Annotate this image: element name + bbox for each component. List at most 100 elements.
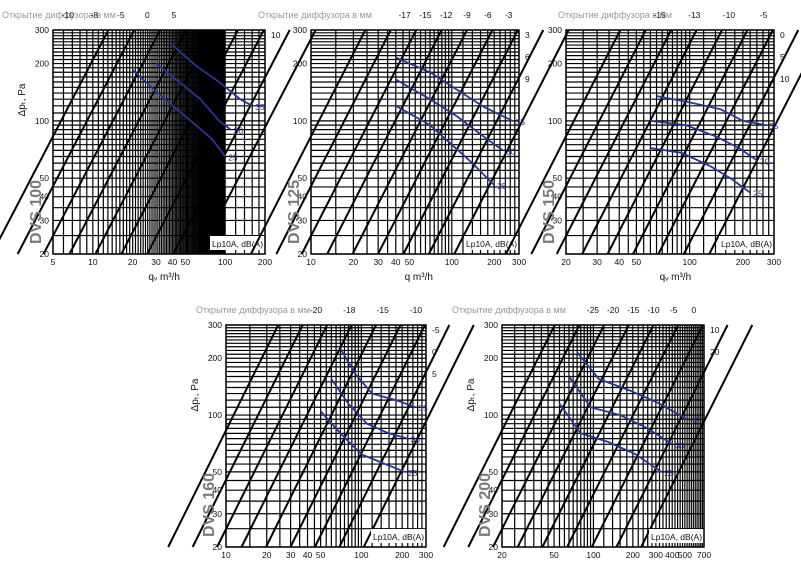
noise-curve-30 (650, 120, 758, 162)
x-tick-label: 20 (561, 257, 571, 267)
opening-top-label: -3 (505, 10, 513, 20)
opening-curve (68, 29, 187, 255)
x-tick-label: 30 (151, 257, 161, 267)
opening-top-label: -15 (627, 305, 640, 315)
x-tick-label: 20 (349, 257, 359, 267)
y-tick-label: 100 (484, 410, 498, 420)
opening-curve (657, 29, 774, 255)
level-label: Lp10A, dB(A) (721, 239, 772, 249)
opening-top-label: 5 (171, 10, 176, 20)
opening-curve (275, 29, 392, 255)
x-tick-label: 300 (767, 257, 781, 267)
opening-top-label: -10 (62, 10, 75, 20)
x-tick-label: 50 (405, 257, 415, 267)
noise-label: 25 (664, 468, 674, 478)
opening-top-label: -18 (343, 305, 356, 315)
opening-curve (167, 324, 280, 548)
opening-curve (265, 324, 377, 548)
panel-dvs100: Открытие диффузора в мм-10 -8 -5 0 5 10 35 30 25… (0, 10, 317, 283)
opening-curve (453, 29, 570, 255)
x-tick-label: 10 (306, 257, 316, 267)
x-tick-label: 200 (258, 257, 272, 267)
x-tick-label: 50 (316, 550, 326, 560)
opening-curve (505, 29, 622, 255)
opening-right-label: 3 (525, 30, 530, 40)
noise-curve-35 (339, 348, 416, 409)
opening-curve (351, 29, 468, 255)
opening-top-label: -25 (587, 305, 600, 315)
x-tick-label: 200 (736, 257, 750, 267)
level-label: Lp10A, dB(A) (466, 239, 517, 249)
x-tick-label: 20 (262, 550, 272, 560)
x-tick-label: 200 (626, 550, 640, 560)
header-text: Открытие диффузора в мм (558, 10, 672, 20)
noise-curve-35 (395, 56, 513, 122)
opening-curve (541, 324, 655, 548)
level-label: Lp10A, dB(A) (212, 239, 263, 249)
x-tick-label: 10 (88, 257, 98, 267)
opening-curve (402, 29, 519, 255)
opening-top-label: -5 (760, 10, 768, 20)
noise-label: 30 (675, 440, 685, 450)
y-axis-label: Δpₜ, Pa (466, 378, 477, 411)
x-tick-label: 300 (649, 550, 663, 560)
y-tick-label: 50 (489, 467, 499, 477)
opening-curve (516, 324, 630, 548)
header-text: Открытие диффузора в мм (2, 10, 116, 20)
opening-top-label: -12 (440, 10, 453, 20)
noise-label: 25 (497, 181, 507, 191)
level-label-bg (649, 529, 703, 543)
opening-curve (362, 324, 475, 548)
x-axis-label: q m³/h (405, 272, 433, 283)
y-tick-label: 100 (35, 116, 49, 126)
y-tick-label: 200 (293, 59, 307, 69)
opening-top-label: -15 (653, 10, 666, 20)
x-tick-label: 100 (683, 257, 697, 267)
plot-frame (310, 29, 520, 255)
y-tick-label: 20 (40, 249, 50, 259)
noise-label: 25 (408, 468, 418, 478)
opening-curve (216, 324, 329, 548)
y-tick-label: 30 (298, 215, 308, 225)
x-tick-label: 30 (592, 257, 602, 267)
opening-top-label: -15 (377, 305, 390, 315)
opening-right-label: 6 (525, 52, 530, 62)
opening-curve (172, 29, 291, 255)
y-tick-label: 50 (213, 467, 223, 477)
noise-curve-30 (330, 378, 409, 440)
y-tick-label: 50 (553, 173, 563, 183)
header-text: Открытие диффузора в мм (258, 10, 372, 20)
opening-right-label: 5 (432, 369, 437, 379)
opening-top-label: -10 (723, 10, 736, 20)
opening-top-label: -8 (91, 10, 99, 20)
opening-top-label: -20 (607, 305, 620, 315)
x-tick-label: 50 (549, 550, 559, 560)
x-axis-label: qᵥ m³/h (148, 272, 180, 283)
y-tick-label: 40 (298, 192, 308, 202)
opening-curve (250, 29, 367, 255)
x-tick-label: 100 (445, 257, 459, 267)
x-tick-label: 40 (615, 257, 625, 267)
opening-right-label: 0 (780, 30, 785, 40)
level-label-bg (210, 236, 264, 250)
opening-top-label: -13 (688, 10, 701, 20)
noise-curve-25 (319, 410, 406, 473)
opening-top-label: -15 (419, 10, 432, 20)
opening-curve (0, 29, 110, 241)
opening-curve (530, 29, 647, 255)
y-tick-label: 100 (293, 116, 307, 126)
panel-dvs160: Открытие диффузора в мм -20 -18 -15 -10 -5 0 5 3… (167, 305, 475, 560)
opening-right-label: 5 (780, 52, 785, 62)
level-label: Lp10A, dB(A) (651, 532, 702, 542)
model-name: DVS 100 (28, 180, 45, 244)
opening-top-label: -17 (398, 10, 411, 20)
noise-label: 30 (411, 435, 421, 445)
panel-dvs125: Открытие диффузора в мм -17 -15 -12 -9 -6 -3 3 6… (250, 10, 570, 283)
level-label: Lp10A, dB(A) (373, 532, 424, 542)
opening-right-label: 9 (525, 74, 530, 84)
model-name: DVS 160 (201, 473, 218, 537)
noise-curve-25 (650, 147, 751, 194)
noise-label: 35 (690, 415, 700, 425)
y-tick-label: 50 (298, 173, 308, 183)
